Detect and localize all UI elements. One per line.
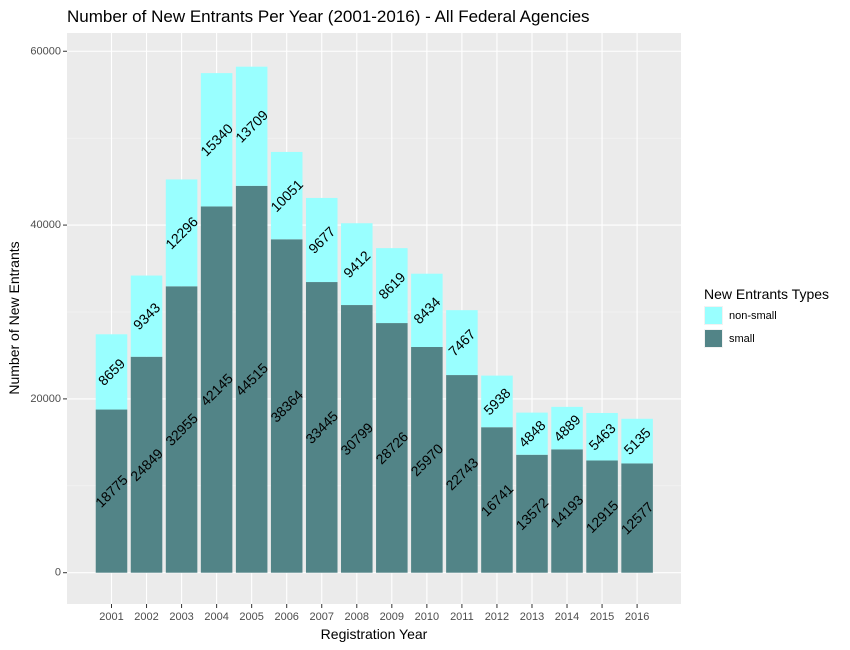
bar-small-2003 <box>165 286 198 573</box>
bar-small-2001 <box>95 409 128 573</box>
x-tick-label: 2013 <box>520 611 544 623</box>
bar-non-small-2006 <box>270 151 303 240</box>
legend-swatch-non-small <box>705 307 722 324</box>
x-tick-label: 2015 <box>590 611 614 623</box>
y-axis: 0 20000 40000 60000 <box>30 45 67 579</box>
bar-small-2014 <box>551 449 583 573</box>
legend-label-small: small <box>729 333 755 345</box>
x-axis-title: Registration Year <box>321 626 428 642</box>
bar-small-2004 <box>200 206 233 573</box>
y-tick-label: 0 <box>55 567 61 579</box>
x-tick-label: 2003 <box>169 611 193 623</box>
bar-small-2013 <box>516 454 548 573</box>
x-tick-label: 2014 <box>555 611 579 623</box>
x-tick-label: 2008 <box>345 611 369 623</box>
bar-non-small-2010 <box>411 273 443 348</box>
bar-small-2005 <box>235 185 268 573</box>
bar-non-small-2005 <box>235 66 268 186</box>
bar-non-small-2016 <box>621 418 653 464</box>
bar-small-2015 <box>586 460 618 573</box>
bar-non-small-2007 <box>305 197 338 283</box>
bar-non-small-2013 <box>516 412 548 455</box>
bar-small-2012 <box>481 427 513 573</box>
x-tick-label: 2010 <box>415 611 439 623</box>
x-tick-label: 2012 <box>485 611 509 623</box>
bar-non-small-2001 <box>95 334 128 410</box>
bar-non-small-2002 <box>130 275 163 357</box>
bar-non-small-2008 <box>341 223 373 306</box>
bar-small-2010 <box>411 347 443 573</box>
chart-title: Number of New Entrants Per Year (2001-20… <box>67 7 590 26</box>
bar-small-2011 <box>446 375 478 573</box>
x-tick-label: 2007 <box>309 611 333 623</box>
bar-non-small-2011 <box>446 310 478 376</box>
x-tick-label: 2001 <box>99 611 123 623</box>
x-tick-label: 2002 <box>134 611 158 623</box>
bar-small-2016 <box>621 463 653 573</box>
y-axis-title: Number of New Entrants <box>6 241 22 394</box>
bar-non-small-2003 <box>165 179 198 287</box>
bar-non-small-2009 <box>376 248 408 324</box>
bar-small-2006 <box>270 239 303 573</box>
bar-small-2009 <box>376 323 408 573</box>
bar-small-2008 <box>341 305 373 573</box>
bar-non-small-2015 <box>586 412 618 461</box>
x-axis: 2001 2002 2003 2004 2005 2006 2007 2008 2009 2010… <box>99 604 649 623</box>
x-tick-label: 2004 <box>204 611 228 623</box>
legend: New Entrants Types non-small small <box>704 286 829 348</box>
x-tick-label: 2009 <box>380 611 404 623</box>
legend-swatch-small <box>705 330 722 347</box>
x-tick-label: 2006 <box>274 611 298 623</box>
bar-non-small-2014 <box>551 406 583 450</box>
legend-title: New Entrants Types <box>704 286 829 302</box>
y-tick-label: 20000 <box>30 393 61 405</box>
bar-small-2007 <box>305 282 338 573</box>
y-tick-label: 40000 <box>30 219 61 231</box>
x-tick-label: 2011 <box>450 611 474 623</box>
y-tick-label: 60000 <box>30 45 61 57</box>
x-tick-label: 2016 <box>625 611 649 623</box>
bar-non-small-2012 <box>481 375 513 428</box>
bar-small-2002 <box>130 356 163 573</box>
x-tick-label: 2005 <box>239 611 263 623</box>
legend-label-non-small: non-small <box>729 310 777 322</box>
bars <box>95 66 653 573</box>
bar-non-small-2004 <box>200 73 233 207</box>
